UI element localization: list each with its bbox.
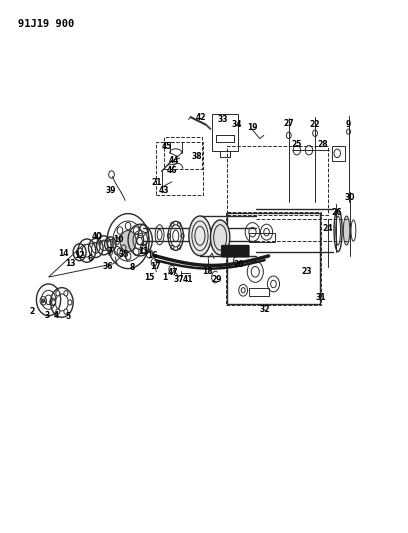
Text: 10: 10 — [113, 235, 124, 244]
Text: 44: 44 — [169, 156, 179, 165]
Circle shape — [133, 227, 139, 234]
FancyBboxPatch shape — [221, 245, 250, 257]
Text: 27: 27 — [284, 119, 294, 128]
Text: 12: 12 — [74, 251, 84, 260]
Circle shape — [133, 248, 139, 255]
Text: 23: 23 — [301, 267, 311, 276]
Circle shape — [42, 300, 44, 302]
Text: 14: 14 — [58, 249, 69, 259]
Text: 6: 6 — [88, 254, 93, 263]
Text: 2: 2 — [30, 307, 35, 316]
Circle shape — [56, 309, 60, 314]
Text: 34: 34 — [232, 120, 242, 130]
Ellipse shape — [211, 220, 230, 255]
Text: 20: 20 — [233, 261, 244, 269]
Circle shape — [125, 253, 131, 260]
Text: 7: 7 — [107, 247, 113, 256]
Text: 26: 26 — [331, 208, 342, 217]
Circle shape — [56, 290, 60, 296]
Text: 11: 11 — [138, 247, 148, 256]
Text: 15: 15 — [144, 272, 154, 281]
Text: 41: 41 — [183, 274, 193, 284]
Text: 47: 47 — [168, 268, 178, 277]
Text: 8: 8 — [129, 263, 134, 271]
Circle shape — [117, 227, 123, 234]
Circle shape — [64, 290, 68, 296]
Text: 40: 40 — [92, 232, 103, 241]
Text: 32: 32 — [259, 305, 270, 314]
Text: 3: 3 — [45, 311, 50, 320]
Circle shape — [137, 237, 142, 245]
Circle shape — [52, 300, 56, 305]
Text: 29: 29 — [211, 275, 222, 284]
Text: 4: 4 — [54, 311, 59, 320]
Text: 19: 19 — [248, 124, 258, 132]
Circle shape — [120, 231, 136, 252]
Text: 1: 1 — [162, 273, 167, 282]
Text: 35: 35 — [118, 251, 129, 260]
Text: 22: 22 — [310, 120, 320, 130]
Circle shape — [68, 300, 72, 305]
Text: 91J19 900: 91J19 900 — [18, 19, 75, 29]
Text: 33: 33 — [217, 115, 228, 124]
Text: 21: 21 — [151, 179, 162, 188]
Text: 13: 13 — [65, 259, 75, 268]
Text: 24: 24 — [322, 224, 333, 233]
Text: 39: 39 — [106, 187, 116, 196]
Ellipse shape — [189, 216, 211, 256]
Text: 25: 25 — [292, 140, 302, 149]
Text: 5: 5 — [65, 312, 71, 321]
Text: 31: 31 — [315, 293, 326, 302]
Circle shape — [64, 309, 68, 314]
Text: 43: 43 — [159, 187, 169, 196]
Text: 36: 36 — [102, 262, 113, 271]
Text: 30: 30 — [345, 193, 355, 202]
Text: 46: 46 — [166, 166, 177, 175]
Text: 18: 18 — [202, 267, 213, 276]
Text: 28: 28 — [317, 140, 328, 149]
Text: 16: 16 — [147, 252, 157, 261]
Text: 38: 38 — [192, 152, 202, 161]
Text: 9: 9 — [346, 120, 351, 130]
Circle shape — [125, 222, 131, 230]
Text: 17: 17 — [151, 262, 161, 271]
Text: 42: 42 — [196, 113, 206, 122]
Ellipse shape — [343, 216, 350, 245]
Circle shape — [114, 237, 120, 245]
Text: 45: 45 — [162, 142, 172, 151]
Text: 37: 37 — [174, 274, 184, 284]
Circle shape — [117, 248, 123, 255]
